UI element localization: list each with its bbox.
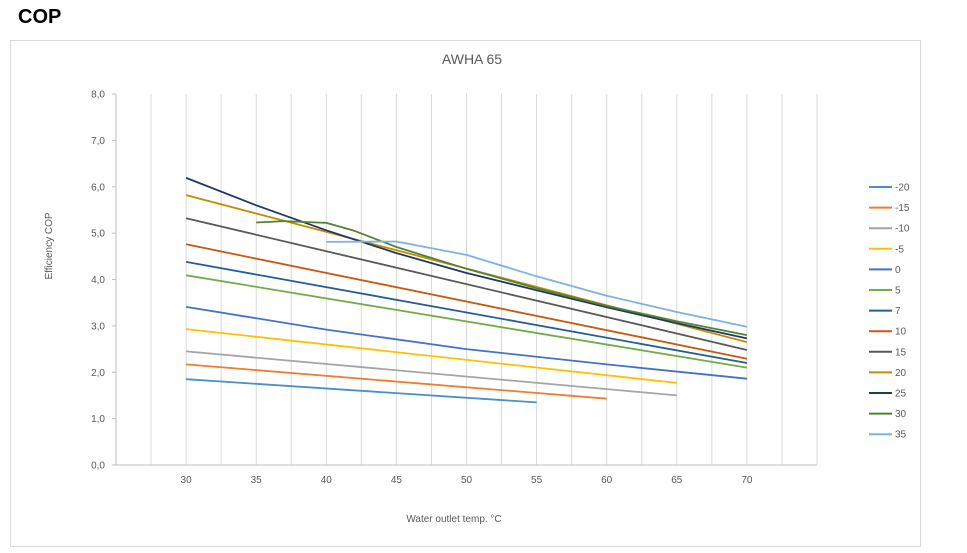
x-tick-label: 70 [741, 475, 753, 486]
legend-entry--20: -20 [895, 183, 910, 194]
legend-entry-30: 30 [895, 409, 907, 420]
y-tick-label: 3,0 [91, 321, 105, 332]
y-tick-label: 5,0 [91, 229, 105, 240]
y-tick-label: 7,0 [91, 136, 105, 147]
x-tick-label: 60 [601, 475, 613, 486]
legend-entry--5: -5 [895, 244, 904, 255]
legend-entry-25: 25 [895, 389, 907, 400]
legend-entry-15: 15 [895, 347, 907, 358]
legend-entry--10: -10 [895, 224, 910, 235]
y-axis-label: Efficiency COP [44, 212, 55, 279]
chart-frame: AWHA 65 0,0 1,0 2,0 3,0 4,0 5,0 6,0 7,0 8,0 30 35 4… [10, 40, 921, 547]
x-tick-label: 30 [181, 475, 193, 486]
legend-entry-10: 10 [895, 327, 907, 338]
legend-entry-20: 20 [895, 368, 907, 379]
tick-labels: 0,0 1,0 2,0 3,0 4,0 5,0 6,0 7,0 8,0 30 35 40 45 50 55 6… [91, 90, 753, 487]
grid-lines [151, 94, 782, 465]
legend-entry--15: -15 [895, 203, 910, 214]
x-tick-label: 40 [321, 475, 333, 486]
legend-entry-7: 7 [895, 306, 901, 317]
y-tick-label: 4,0 [91, 275, 105, 286]
axes [112, 94, 817, 465]
x-tick-label: 35 [251, 475, 263, 486]
legend-entry-5: 5 [895, 286, 901, 297]
cop-line-chart: AWHA 65 0,0 1,0 2,0 3,0 4,0 5,0 6,0 7,0 8,0 30 35 4… [11, 41, 922, 548]
x-tick-label: 45 [391, 475, 403, 486]
y-tick-label: 8,0 [91, 90, 105, 101]
y-tick-label: 2,0 [91, 368, 105, 379]
y-tick-label: 6,0 [91, 182, 105, 193]
x-tick-label: 65 [671, 475, 683, 486]
y-tick-label: 0,0 [91, 461, 105, 472]
x-axis-label: Water outlet temp. °C [406, 514, 501, 525]
legend-entry-35: 35 [895, 430, 907, 441]
legend-entry-0: 0 [895, 265, 901, 276]
y-tick-label: 1,0 [91, 414, 105, 425]
chart-title: AWHA 65 [442, 51, 502, 67]
page-heading: COP [18, 6, 61, 29]
legend: -20 -15 -10 -5 0 5 7 10 15 20 25 30 35 [869, 183, 910, 441]
x-tick-label: 50 [461, 475, 473, 486]
x-tick-label: 55 [531, 475, 543, 486]
